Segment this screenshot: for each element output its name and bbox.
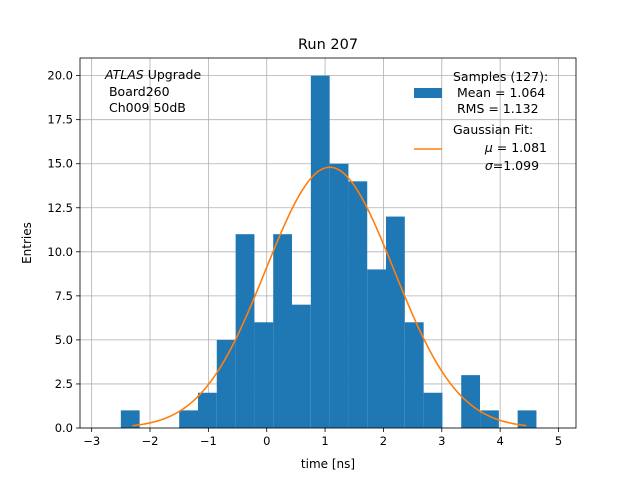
histogram-bar xyxy=(386,216,405,428)
x-tick-label: −3 xyxy=(83,434,100,448)
x-tick-label: −2 xyxy=(142,434,159,448)
y-axis-label: Entries xyxy=(20,222,34,264)
y-tick-label: 17.5 xyxy=(47,113,73,127)
legend-histogram-title: Samples (127): xyxy=(453,69,548,84)
y-tick-label: 0.0 xyxy=(55,421,73,435)
x-tick-label: 5 xyxy=(555,434,562,448)
histogram-bar xyxy=(404,322,424,428)
histogram-bar xyxy=(120,410,140,428)
x-axis-ticks: −3 −2 −1 0 1 2 3 4 5 xyxy=(83,428,562,448)
legend-fit-title: Gaussian Fit: xyxy=(453,122,533,137)
histogram-bar xyxy=(367,269,387,428)
histogram-bar xyxy=(197,392,217,428)
chart-title: Run 207 xyxy=(298,37,358,53)
annotation-board: Board260 xyxy=(105,84,170,99)
x-tick-label: −1 xyxy=(200,434,217,448)
legend: Samples (127): Mean = 1.064 RMS = 1.132 … xyxy=(414,69,567,173)
gaussian-fit xyxy=(132,166,527,427)
axes-frame xyxy=(79,57,577,429)
annotation-upgrade: Upgrade xyxy=(144,67,202,82)
y-axis-ticks: 0.0 2.5 5.0 7.5 10.0 12.5 15.0 17.5 20.0 xyxy=(47,69,80,435)
legend-fit-sigma: =1.099 xyxy=(493,158,539,173)
annotation-atlas: ATLAS xyxy=(104,67,144,82)
annotation-channel: Ch009 50dB xyxy=(105,100,186,115)
x-tick-label: 1 xyxy=(321,434,328,448)
histogram-bar xyxy=(517,410,537,428)
x-tick-label: 4 xyxy=(496,434,503,448)
y-tick-label: 7.5 xyxy=(55,289,73,303)
svg-text:σ=1.099: σ=1.099 xyxy=(453,158,559,173)
histogram-bar xyxy=(310,75,330,428)
x-axis-label: time [ns] xyxy=(301,457,355,471)
histogram-bar xyxy=(291,304,311,428)
gaussian-fit-curve xyxy=(132,166,527,427)
histogram-bar xyxy=(273,234,293,428)
x-tick-label: 3 xyxy=(438,434,445,448)
svg-text:ATLAS Upgrade: ATLAS Upgrade xyxy=(104,67,201,82)
run-annotation: ATLAS Upgrade Board260 Ch009 50dB xyxy=(104,67,201,115)
legend-histogram-rms: RMS = 1.132 xyxy=(453,101,539,116)
legend-histogram-swatch xyxy=(414,88,442,98)
y-tick-label: 12.5 xyxy=(47,201,73,215)
y-tick-label: 15.0 xyxy=(47,157,73,171)
x-tick-label: 2 xyxy=(380,434,387,448)
histogram-bar xyxy=(461,375,481,428)
histogram-bar xyxy=(235,234,255,428)
histogram-bar xyxy=(254,322,274,428)
legend-fit-mu-symbol: μ xyxy=(484,140,493,155)
y-tick-label: 2.5 xyxy=(55,377,73,391)
y-tick-label: 20.0 xyxy=(47,69,73,83)
y-tick-label: 10.0 xyxy=(47,245,73,259)
legend-fit-mu: = 1.081 xyxy=(493,140,547,155)
y-tick-label: 5.0 xyxy=(55,333,73,347)
histogram-bar xyxy=(179,410,199,428)
histogram-bar xyxy=(423,392,443,428)
legend-histogram-mean: Mean = 1.064 xyxy=(453,85,545,100)
histogram-bar xyxy=(348,181,368,428)
histogram-bars xyxy=(120,75,537,428)
legend-fit-sigma-symbol: σ xyxy=(485,158,494,173)
svg-text:μ = 1.081: μ = 1.081 xyxy=(453,140,567,155)
histogram-bar xyxy=(216,339,236,428)
histogram-bar xyxy=(329,163,349,428)
x-tick-label: 0 xyxy=(263,434,270,448)
